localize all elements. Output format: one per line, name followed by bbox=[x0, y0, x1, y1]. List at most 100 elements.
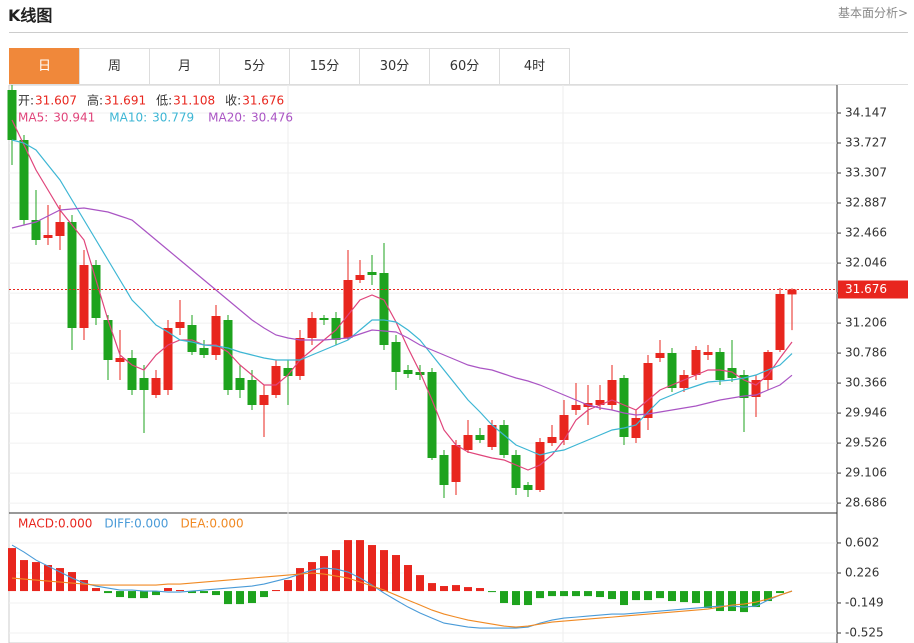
candle-body bbox=[727, 368, 737, 378]
period-tab[interactable]: 4时 bbox=[499, 48, 570, 84]
candle-body bbox=[403, 370, 413, 374]
macd-bar bbox=[476, 588, 484, 592]
legend-label: DIFF: bbox=[104, 517, 134, 531]
ohlc-value: 31.108 bbox=[173, 94, 215, 108]
macd-bar bbox=[236, 591, 244, 605]
candle-body bbox=[199, 348, 209, 355]
candle-body bbox=[295, 338, 305, 376]
y-tick-label: 30.366 bbox=[845, 376, 887, 390]
macd-bar bbox=[416, 575, 424, 592]
candle-body bbox=[19, 140, 29, 220]
y-tick-label: 32.466 bbox=[845, 226, 887, 240]
analysis-link[interactable]: 基本面分析> bbox=[837, 6, 908, 20]
macd-bar bbox=[644, 591, 652, 601]
macd-bar bbox=[20, 560, 28, 592]
candle-body bbox=[523, 485, 533, 490]
y-tick-label: -0.149 bbox=[845, 595, 884, 609]
candle-body bbox=[151, 378, 161, 395]
page-title: K线图 bbox=[8, 6, 53, 25]
macd-bar bbox=[116, 591, 124, 598]
candle-body bbox=[175, 322, 185, 328]
candle-body bbox=[223, 320, 233, 390]
candle-body bbox=[679, 375, 689, 388]
candle-body bbox=[31, 220, 41, 240]
macd-bar bbox=[32, 562, 40, 592]
macd-bar bbox=[248, 591, 256, 604]
macd-bar bbox=[572, 591, 580, 597]
candle-body bbox=[559, 415, 569, 440]
candle-body bbox=[103, 320, 113, 360]
period-tab[interactable]: 15分 bbox=[289, 48, 360, 84]
macd-bar bbox=[752, 591, 760, 608]
ohlc-label: 高: bbox=[87, 93, 103, 108]
y-tick-label: 29.526 bbox=[845, 436, 887, 450]
macd-bar bbox=[404, 565, 412, 592]
candle-body bbox=[691, 350, 701, 375]
y-tick-label: 0.226 bbox=[845, 566, 879, 580]
macd-bar bbox=[176, 590, 184, 592]
macd-bar bbox=[728, 591, 736, 612]
macd-bar bbox=[764, 591, 772, 602]
y-tick-label: 32.046 bbox=[845, 256, 887, 270]
macd-bar bbox=[560, 591, 568, 597]
macd-bar bbox=[500, 591, 508, 604]
ohlc-value: 31.691 bbox=[104, 94, 146, 108]
candle-body bbox=[259, 395, 269, 405]
candle-body bbox=[163, 328, 173, 390]
macd-bar bbox=[272, 590, 280, 592]
period-tab[interactable]: 日 bbox=[9, 48, 80, 84]
macd-bar bbox=[212, 591, 220, 596]
period-tab[interactable]: 周 bbox=[79, 48, 150, 84]
macd-bar bbox=[704, 591, 712, 609]
macd-bar bbox=[284, 580, 292, 592]
candle-body bbox=[571, 405, 581, 410]
candle-body bbox=[319, 318, 329, 320]
candle-body bbox=[355, 275, 365, 280]
macd-bar bbox=[392, 555, 400, 592]
candle-body bbox=[127, 358, 137, 390]
candle-body bbox=[547, 437, 557, 443]
macd-bar bbox=[680, 591, 688, 603]
candle-body bbox=[511, 455, 521, 488]
period-tab[interactable]: 5分 bbox=[219, 48, 290, 84]
candle-body bbox=[607, 380, 617, 405]
legend-label: MACD: bbox=[18, 517, 58, 531]
candle-body bbox=[703, 352, 713, 355]
macd-bar bbox=[92, 588, 100, 592]
period-tab[interactable]: 60分 bbox=[429, 48, 500, 84]
candle-body bbox=[55, 222, 65, 236]
macd-bar bbox=[260, 591, 268, 598]
macd-bar bbox=[68, 572, 76, 592]
candle-body bbox=[631, 418, 641, 438]
period-tab[interactable]: 月 bbox=[149, 48, 220, 84]
macd-bar bbox=[356, 540, 364, 592]
candle-body bbox=[499, 425, 509, 455]
candle-body bbox=[67, 222, 77, 328]
period-tab[interactable]: 30分 bbox=[359, 48, 430, 84]
legend-value: 0.000 bbox=[58, 517, 92, 531]
last-price-label: 31.676 bbox=[845, 282, 887, 296]
macd-bar bbox=[56, 568, 64, 592]
y-tick-label: 29.946 bbox=[845, 406, 887, 420]
candle-body bbox=[307, 318, 317, 338]
y-tick-label: 34.147 bbox=[845, 106, 887, 120]
ohlc-label: 低: bbox=[156, 94, 172, 108]
candle-body bbox=[751, 380, 761, 397]
candle-body bbox=[487, 425, 497, 447]
macd-bar bbox=[464, 587, 472, 592]
legend-label: MA20: bbox=[208, 111, 246, 125]
candle-body bbox=[187, 325, 197, 352]
macd-bar bbox=[452, 585, 460, 592]
legend-label: MA10: bbox=[109, 111, 147, 125]
ma-line bbox=[11, 139, 793, 456]
candle-body bbox=[775, 294, 785, 350]
macd-bar bbox=[596, 591, 604, 598]
y-tick-label: 28.686 bbox=[845, 496, 887, 510]
divider bbox=[9, 32, 908, 33]
macd-bar bbox=[44, 565, 52, 592]
candle-body bbox=[427, 372, 437, 458]
macd-bar bbox=[128, 591, 136, 599]
macd-bar bbox=[608, 591, 616, 600]
candle-body bbox=[595, 400, 605, 405]
